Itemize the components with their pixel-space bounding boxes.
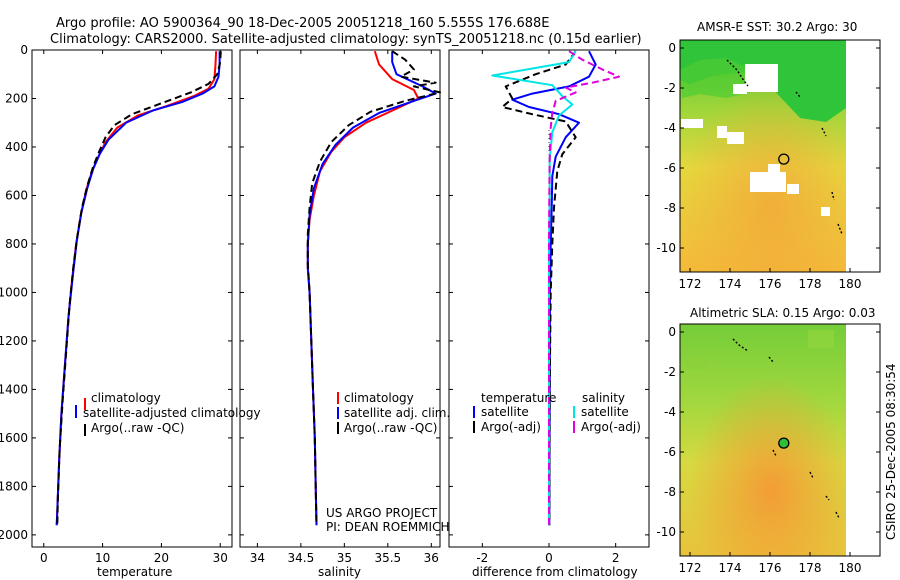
- depth-tick-label: 2000: [0, 528, 28, 542]
- salinity-xtick-label: 34.5: [288, 551, 315, 565]
- sst_map-xtick-label: 172: [679, 277, 702, 291]
- temperature-xlabel: temperature: [97, 565, 172, 579]
- legend-climatology-label: climatology: [91, 391, 161, 405]
- csiro-timestamp: CSIRO 25-Dec-2005 08:30:54: [884, 363, 898, 540]
- sst_map-xtick-label: 174: [719, 277, 742, 291]
- difference-series-salinity-satellite: [491, 50, 577, 526]
- legend-sal-satellite-label: satellite: [581, 405, 629, 419]
- temperature-xtick-label: 20: [154, 551, 169, 565]
- figure-title-line2: Climatology: CARS2000. Satellite-adjuste…: [50, 32, 642, 47]
- sla-argo-position-marker: [778, 437, 790, 449]
- legend-temp-argo-label: Argo(-adj): [481, 420, 541, 434]
- sst-map-frame: [679, 39, 881, 273]
- temperature-panel: 0 10 20 30 0 200 400 600 800 1000 1200 1400 1600 1800…: [0, 43, 261, 579]
- sst_map-xtick-label: 178: [799, 277, 822, 291]
- depth-tick-label: 1000: [0, 285, 28, 299]
- sst_map-ytick-label: -4: [664, 121, 676, 135]
- sst-map-image: [680, 40, 880, 272]
- sla_map-ytick-label: -10: [656, 525, 676, 539]
- sla_map-xtick-label: 180: [839, 561, 862, 575]
- sla_map-xtick-label: 178: [799, 561, 822, 575]
- difference-xtick-label: -2: [476, 551, 488, 565]
- sla_map-ytick-label: 0: [668, 325, 676, 339]
- legend-sal-argo-label: Argo(-adj): [581, 420, 641, 434]
- difference-xtick-label: 0: [545, 551, 553, 565]
- depth-tick-label: 1400: [0, 382, 28, 396]
- pi-label: PI: DEAN ROEMMICH: [326, 520, 449, 534]
- legend-argo-label: Argo(..raw -QC): [91, 421, 184, 435]
- legend-argo-label: Argo(..raw -QC): [344, 421, 437, 435]
- sla_map-ytick-label: -2: [664, 365, 676, 379]
- difference-panel: -2 0 2 difference from climatology tempera…: [448, 49, 650, 579]
- salinity-panel: 34 34.5 35 35.5 36 salinity climatology sate…: [239, 49, 450, 579]
- depth-tick-label: 800: [5, 237, 28, 251]
- sla-map-image: [680, 324, 880, 556]
- difference-legend: temperature salinity satellite Argo(-adj…: [473, 391, 641, 434]
- depth-tick-label: 1600: [0, 431, 28, 445]
- sst-argo-position-marker: [778, 153, 790, 165]
- salinity-xtick-label: 35: [337, 551, 352, 565]
- sst_map-xtick-label: 176: [759, 277, 782, 291]
- sst-map-panel: AMSR-E SST: 30.2 Argo: 30 172 174 176 178 18…: [656, 20, 881, 291]
- sst_map-ytick-label: -10: [656, 241, 676, 255]
- project-label: US ARGO PROJECT: [326, 506, 438, 520]
- sla_map-ytick-label: -8: [664, 485, 676, 499]
- salinity-series-argo-raw-qc: [306, 50, 441, 526]
- salinity-xtick-label: 34: [250, 551, 265, 565]
- difference-series-salinity-argo-adj: [548, 50, 620, 526]
- depth-tick-label: 1200: [0, 334, 28, 348]
- legend-temp-satellite-label: satellite: [481, 405, 529, 419]
- sst_map-ytick-label: -6: [664, 161, 676, 175]
- salinity-plot-frame: [239, 49, 441, 548]
- depth-tick-label: 400: [5, 140, 28, 154]
- legend-salinity-header: salinity: [582, 391, 625, 405]
- sla-map-panel: Altimetric SLA: 0.15 Argo: 0.03 172 174 17…: [656, 306, 881, 575]
- difference-xlabel: difference from climatology: [472, 565, 638, 579]
- depth-tick-label: 1800: [0, 479, 28, 493]
- temperature-series-argo-raw-qc: [56, 51, 222, 526]
- sla-map-frame: [679, 323, 881, 557]
- figure-title-line1: Argo profile: AO 5900364_90 18-Dec-2005 …: [56, 16, 550, 31]
- legend-satellite-adjusted-label: satellite-adjusted climatology: [83, 406, 261, 420]
- temperature-series-satellite-adjusted-climatology: [55, 51, 221, 526]
- legend-satellite-adj-label: satellite adj. clim.: [344, 406, 450, 420]
- salinity-series-satellite-adj-clim: [306, 51, 437, 526]
- temperature-xtick-label: 30: [213, 551, 228, 565]
- sla-map-title: Altimetric SLA: 0.15 Argo: 0.03: [690, 306, 875, 320]
- sla_map-xtick-label: 174: [719, 561, 742, 575]
- depth-tick-label: 600: [5, 188, 28, 202]
- salinity-xlabel: salinity: [318, 565, 361, 579]
- sst_map-ytick-label: 0: [668, 41, 676, 55]
- sla_map-ytick-label: -6: [664, 445, 676, 459]
- sla_map-ytick-label: -4: [664, 405, 676, 419]
- salinity-xtick-label: 35.5: [374, 551, 401, 565]
- sst_map-ytick-label: -8: [664, 201, 676, 215]
- temperature-xtick-label: 10: [95, 551, 110, 565]
- sst-map-title: AMSR-E SST: 30.2 Argo: 30: [697, 20, 857, 34]
- salinity-legend: climatology satellite adj. clim. Argo(..…: [337, 391, 450, 435]
- salinity-xtick-label: 36: [424, 551, 439, 565]
- temperature-plot-frame: [31, 49, 233, 548]
- depth-tick-label: 0: [20, 43, 28, 57]
- depth-tick-label: 200: [5, 91, 28, 105]
- sst_map-xtick-label: 180: [839, 277, 862, 291]
- sst_map-ytick-label: -2: [664, 81, 676, 95]
- temperature-xtick-label: 0: [40, 551, 48, 565]
- temperature-series-climatology: [55, 51, 218, 526]
- sla_map-xtick-label: 172: [679, 561, 702, 575]
- legend-climatology-label: climatology: [344, 391, 414, 405]
- legend-temperature-header: temperature: [481, 391, 556, 405]
- temperature-legend: climatology satellite-adjusted climatolo…: [75, 391, 261, 436]
- sla_map-xtick-label: 176: [759, 561, 782, 575]
- difference-xtick-label: 2: [612, 551, 620, 565]
- difference-series-temperature-satellite: [511, 50, 597, 526]
- difference-series-temperature-argo-adj: [501, 50, 577, 526]
